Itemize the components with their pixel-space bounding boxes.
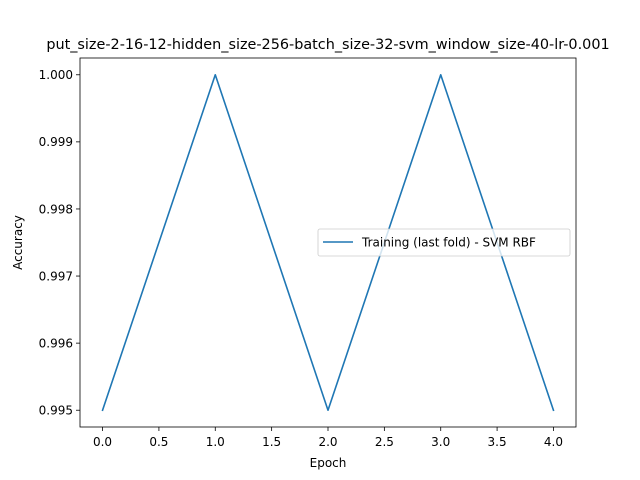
y-tick-label: 0.998 <box>39 202 73 216</box>
y-axis-label: Accuracy <box>11 215 25 270</box>
x-tick-label: 2.5 <box>375 435 394 449</box>
x-tick-label: 3.5 <box>488 435 507 449</box>
x-tick-label: 4.0 <box>544 435 563 449</box>
y-tick-label: 0.999 <box>39 135 73 149</box>
chart-title: put_size-2-16-12-hidden_size-256-batch_s… <box>46 37 609 53</box>
legend-box <box>317 228 571 257</box>
y-tick-label: 0.996 <box>39 336 73 350</box>
series-line-training-svm-rbf <box>101 73 555 412</box>
y-tick-label: 0.995 <box>39 404 73 418</box>
x-tick-label: 1.5 <box>262 435 281 449</box>
legend-label: Training (last fold) - SVM RBF <box>361 236 536 250</box>
y-axis: 0.995 0.996 0.997 0.998 0.999 1.000 <box>39 68 80 418</box>
x-tick-label: 2.0 <box>318 435 337 449</box>
x-axis: 0.0 0.5 1.0 1.5 2.0 2.5 3.0 3.5 4.0 <box>93 427 563 449</box>
x-tick-label: 3.0 <box>431 435 450 449</box>
plot-area <box>101 73 555 412</box>
x-axis-label: Epoch <box>310 456 347 470</box>
y-tick-label: 1.000 <box>39 68 73 82</box>
y-tick-label: 0.997 <box>39 269 73 283</box>
x-tick-label: 1.0 <box>206 435 225 449</box>
legend: Training (last fold) - SVM RBF <box>317 228 571 257</box>
x-tick-label: 0.0 <box>93 435 112 449</box>
x-tick-label: 0.5 <box>149 435 168 449</box>
